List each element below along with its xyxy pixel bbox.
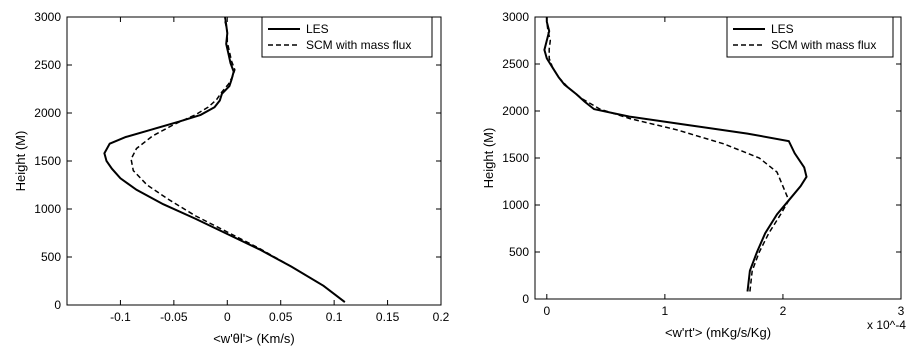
y-tick-label: 0 — [54, 298, 61, 312]
y-tick-label: 500 — [509, 245, 529, 259]
y-tick-label: 1000 — [502, 198, 529, 212]
x-tick-label: 0.15 — [376, 310, 400, 324]
legend-entry: SCM with mass flux — [771, 38, 876, 52]
x-axis-label: <w'θl'> (Km/s) — [213, 331, 295, 346]
axes-box — [534, 16, 902, 300]
y-tick-label: 500 — [41, 250, 61, 264]
y-tick-label: 1000 — [34, 202, 61, 216]
legend-entry: LES — [306, 22, 329, 36]
x-tick-label: 1 — [662, 304, 669, 318]
x-tick-label: -0.1 — [110, 310, 131, 324]
legend-entry: SCM with mass flux — [306, 38, 411, 52]
y-tick-label: 0 — [522, 292, 529, 306]
series-line-scm — [546, 17, 790, 292]
y-tick-label: 3000 — [34, 10, 61, 24]
legend-box — [261, 16, 433, 58]
x-tick-label: 0 — [543, 304, 550, 318]
legend-box — [726, 16, 894, 58]
axes-box — [66, 16, 442, 306]
x-tick-label: 3 — [898, 304, 905, 318]
y-axis-label: Height (M) — [481, 128, 496, 189]
plot-left: -0.1 -0.05 0 0.05 0.1 0.15 0.2 0 500 1000 1500 2000… — [13, 10, 450, 346]
x-tick-label: 0 — [224, 310, 231, 324]
x-tick-label: 0.05 — [269, 310, 293, 324]
x-tick-label: -0.05 — [160, 310, 188, 324]
x-tick-label: 0.2 — [433, 310, 450, 324]
y-axis-label: Height (M) — [13, 131, 28, 192]
x-axis-multiplier: x 10^-4 — [867, 318, 906, 332]
series-line-scm — [130, 17, 346, 303]
legend-entry: LES — [771, 22, 794, 36]
x-tick-label: 0.1 — [326, 310, 343, 324]
y-tick-label: 1500 — [34, 154, 61, 168]
series-line-les — [103, 16, 346, 303]
x-tick-label: 2 — [780, 304, 787, 318]
y-tick-label: 2000 — [34, 106, 61, 120]
plot-right: 0 1 2 3 0 500 1000 1500 2000 2500 3000 <w'rt'> (mKg… — [481, 10, 906, 340]
series-line-les — [543, 17, 808, 292]
y-tick-label: 3000 — [502, 10, 529, 24]
y-tick-label: 1500 — [502, 151, 529, 165]
y-tick-label: 2500 — [34, 58, 61, 72]
y-tick-label: 2500 — [502, 57, 529, 71]
y-tick-label: 2000 — [502, 104, 529, 118]
x-axis-label: <w'rt'> (mKg/s/Kg) — [665, 325, 771, 340]
